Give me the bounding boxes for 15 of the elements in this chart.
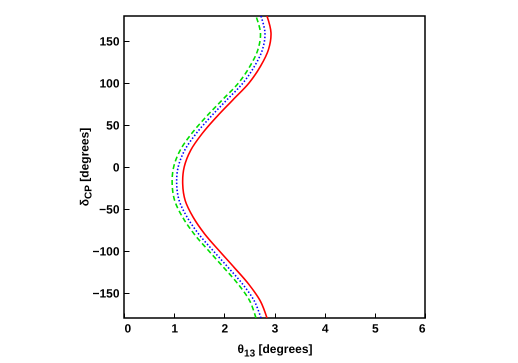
x-tick-label: 3 (272, 322, 279, 336)
x-tick-label: 0 (124, 322, 132, 336)
x-tick-label: 6 (418, 322, 426, 336)
x-tick-label: 4 (322, 322, 329, 336)
y-tick-label: −150 (92, 286, 120, 300)
y-tick-label: −50 (99, 202, 120, 216)
y-tick-label: 0 (112, 160, 120, 174)
y-tick-label: 100 (99, 76, 120, 91)
y-tick-label: −100 (92, 244, 120, 258)
x-tick-label: 5 (372, 322, 379, 336)
x-tick-label: 2 (221, 322, 228, 336)
y-tick-label: 50 (106, 118, 120, 133)
x-axis-title: θ$_{13}$ [degrees] (238, 342, 312, 360)
y-tick-label: 150 (99, 34, 120, 49)
x-tick-label: 1 (171, 322, 178, 336)
